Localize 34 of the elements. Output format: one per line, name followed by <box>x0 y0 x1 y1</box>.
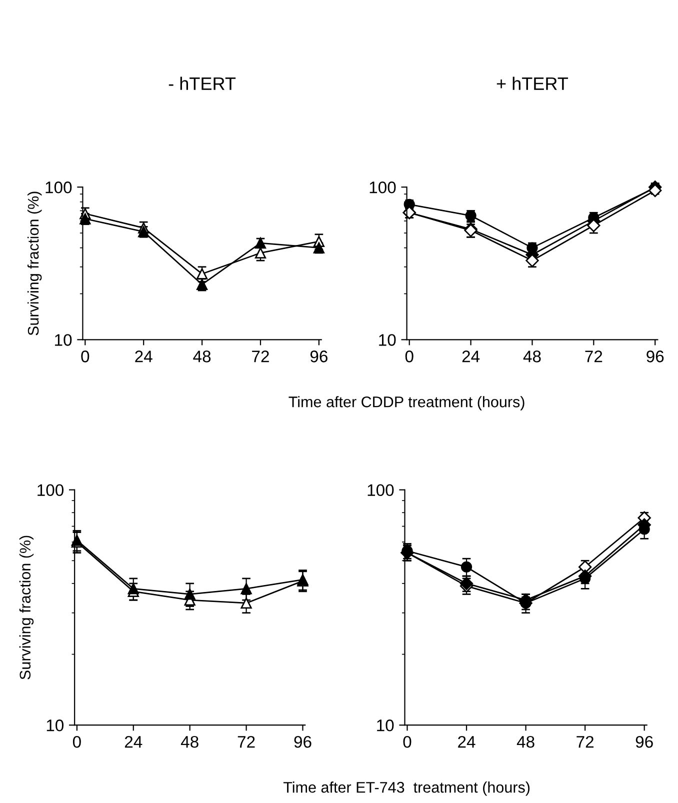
y-tick-label: 10 <box>377 720 394 732</box>
y-tick-label: 100 <box>370 182 396 194</box>
x-tick-label: 0 <box>81 350 90 362</box>
y-tick-label: 10 <box>55 334 72 346</box>
x-tick-label: 48 <box>193 350 211 362</box>
x-tick-label: 0 <box>72 736 81 748</box>
x-tick-label: 96 <box>294 736 312 748</box>
y-axis-title: Surviving fraction (%) <box>27 192 42 336</box>
x-tick-label: 24 <box>135 350 152 362</box>
x-tick-label: 24 <box>458 736 476 748</box>
x-tick-label: 0 <box>405 350 414 362</box>
x-tick-label: 24 <box>462 350 480 362</box>
chart-title: + hTERT <box>496 76 568 90</box>
x-tick-label: 48 <box>180 736 198 748</box>
x-tick-label: 72 <box>252 350 269 362</box>
x-tick-label: 72 <box>238 736 255 748</box>
x-tick-label: 72 <box>576 736 594 748</box>
y-tick-label: 10 <box>46 720 64 732</box>
y-axis-title: Surviving fraction (%) <box>19 536 34 680</box>
chart-title: - hTERT <box>168 76 236 90</box>
x-axis-title: Time after ET-743 treatment (hours) <box>283 782 530 796</box>
x-tick-label: 24 <box>124 736 142 748</box>
x-tick-label: 48 <box>523 350 541 362</box>
x-tick-label: 96 <box>636 736 653 748</box>
x-tick-label: 96 <box>646 350 664 362</box>
y-tick-label: 100 <box>46 182 72 194</box>
y-tick-label: 100 <box>368 484 394 496</box>
y-tick-label: 10 <box>379 334 396 346</box>
x-tick-label: 72 <box>585 350 602 362</box>
x-tick-label: 48 <box>516 736 534 748</box>
x-tick-label: 0 <box>403 736 412 748</box>
y-tick-label: 100 <box>38 484 64 496</box>
x-axis-title: Time after CDDP treatment (hours) <box>288 396 524 410</box>
x-tick-label: 96 <box>310 350 328 362</box>
